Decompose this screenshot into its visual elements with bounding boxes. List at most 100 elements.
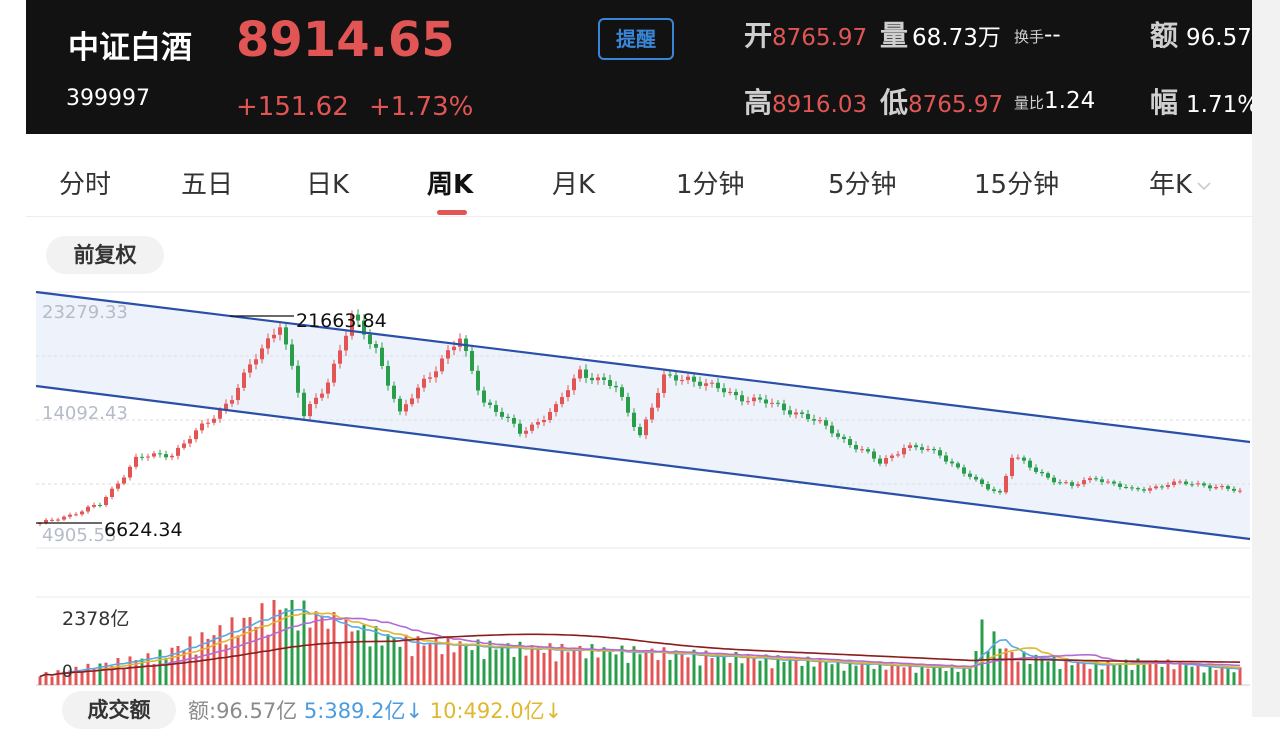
candle-body: [662, 374, 666, 393]
candle-body: [1160, 486, 1164, 488]
volume-bar: [632, 646, 636, 685]
volume-bar: [302, 600, 306, 685]
volume-bar: [80, 672, 84, 685]
volume-bar: [1010, 652, 1014, 685]
tab-1-minute[interactable]: 1分钟: [676, 170, 745, 200]
weekly-k-chart: 23279.33 14092.43 4905.53 21663.84 6624.34 23…: [35, 290, 1251, 686]
volume-bar: [1208, 664, 1212, 685]
volume-bar: [1202, 672, 1206, 685]
candle-body: [368, 334, 372, 345]
volume-bar: [686, 657, 690, 685]
candle-body: [452, 346, 456, 351]
volume-bar: [770, 668, 774, 685]
volume-bar: [206, 638, 210, 685]
volume-bar: [914, 672, 918, 685]
volume-bar: [968, 668, 972, 685]
volume-bar: [146, 653, 150, 685]
stat-low: 低8765.97: [880, 81, 1003, 121]
volume-bar: [728, 662, 732, 685]
candle-body: [92, 504, 96, 507]
index-name: 中证白酒: [68, 30, 192, 66]
stat-amplitude: 幅 1.71%: [1150, 81, 1252, 121]
tab-intraday[interactable]: 分时: [59, 170, 112, 200]
volume-bar: [800, 665, 804, 685]
volume-bar: [596, 657, 600, 685]
alert-button[interactable]: 提醒: [598, 18, 674, 60]
volume-bar: [980, 619, 984, 685]
volume-bar: [344, 617, 348, 685]
candle-body: [752, 397, 756, 402]
candle-body: [146, 456, 150, 458]
candle-body: [890, 455, 894, 459]
volume-ma60-line: [39, 633, 1241, 678]
volume-ma10-line: [39, 611, 1241, 678]
candle-body: [236, 387, 240, 401]
candle-body: [668, 374, 672, 376]
stat-high: 高8916.03: [744, 81, 867, 121]
candle-body: [554, 404, 558, 412]
candle-body: [950, 461, 954, 464]
tab-five-day[interactable]: 五日: [181, 170, 234, 200]
volume-bar: [440, 654, 444, 685]
candle-body: [500, 411, 504, 417]
volume-bar: [284, 608, 288, 685]
volume-bar: [1226, 667, 1230, 685]
candle-body: [254, 359, 258, 365]
volume-bar: [920, 663, 924, 685]
volume-bar: [1094, 661, 1098, 685]
candle-body: [782, 403, 786, 411]
tab-weekly-k[interactable]: 周K: [427, 170, 474, 200]
last-price: 8914.65: [236, 12, 455, 68]
candle-body: [356, 314, 360, 321]
volume-bar: [272, 600, 276, 685]
candle-body: [1190, 484, 1194, 486]
volume-bar: [218, 625, 222, 685]
tab-daily-k[interactable]: 日K: [306, 170, 350, 200]
volume-bar: [620, 645, 624, 685]
volume-bar: [1154, 660, 1158, 685]
volume-bar: [1178, 661, 1182, 685]
stat-amount: 额 96.57: [1150, 14, 1252, 54]
volume-bar: [458, 641, 462, 685]
turnover-chip[interactable]: 成交额: [62, 691, 176, 729]
volume-bar: [308, 627, 312, 685]
volume-bar: [1046, 661, 1050, 685]
candle-body: [488, 402, 492, 405]
volume-bar: [50, 676, 54, 685]
candle-body: [764, 399, 768, 404]
candle-body: [854, 445, 858, 450]
price-adjust-toggle[interactable]: 前复权: [46, 236, 164, 274]
candle-body: [476, 370, 480, 391]
candle-body: [914, 445, 918, 448]
candle-body: [230, 400, 234, 404]
candle-body: [278, 327, 282, 335]
volume-bar: [434, 638, 438, 685]
volume-bar: [392, 637, 396, 685]
stat-high-value: 8916.03: [772, 92, 868, 118]
volume-max-label: 2378亿: [62, 608, 129, 630]
candle-body: [104, 497, 108, 506]
stat-volume: 量 68.73万: [880, 14, 1001, 54]
volume-bar: [398, 646, 402, 685]
candle-body: [698, 381, 702, 386]
candle-body: [968, 473, 972, 477]
quote-header: 中证白酒 8914.65 399997 +151.62 +1.73% 提醒 开8…: [26, 0, 1252, 134]
tab-5-minute[interactable]: 5分钟: [828, 170, 897, 200]
volume-bar: [830, 664, 834, 685]
tab-monthly-k[interactable]: 月K: [552, 170, 596, 200]
candle-body: [386, 365, 390, 386]
volume-bar: [1016, 661, 1020, 685]
candle-body: [1172, 481, 1176, 485]
volume-bar: [1028, 663, 1032, 685]
tab-yearly-k[interactable]: 年K: [1149, 164, 1212, 201]
tab-15-minute[interactable]: 15分钟: [974, 170, 1060, 200]
candle-body: [152, 453, 156, 457]
volume-bar: [1196, 663, 1200, 685]
candle-body: [566, 390, 570, 398]
volume-bar: [494, 649, 498, 685]
y-axis-label-bottom: 4905.53: [42, 525, 116, 546]
candle-body: [1034, 467, 1038, 472]
candle-body: [866, 449, 870, 452]
candle-body: [410, 398, 414, 405]
volume-bar: [212, 635, 216, 685]
